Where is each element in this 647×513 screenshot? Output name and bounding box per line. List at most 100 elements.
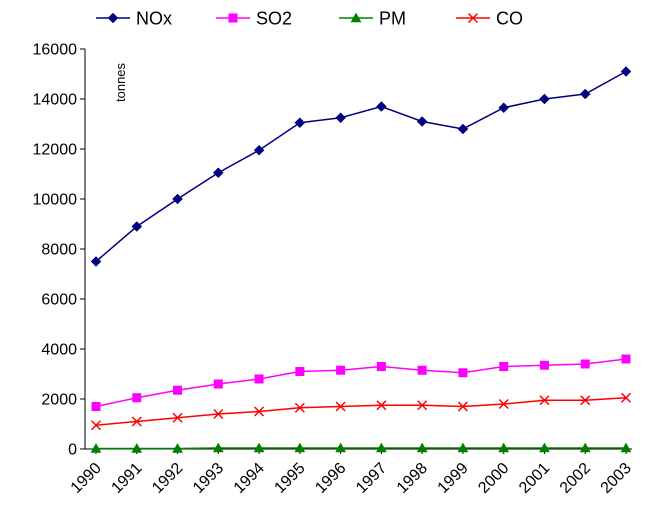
data-point-pm bbox=[294, 442, 306, 453]
x-tick-label: 1996 bbox=[312, 460, 349, 497]
data-point-pm bbox=[539, 442, 550, 453]
data-point-pm bbox=[375, 442, 387, 453]
y-tick-label: 16000 bbox=[33, 42, 78, 59]
x-marker-stroke bbox=[376, 400, 387, 411]
data-point-pm bbox=[212, 442, 224, 453]
x-tick-label: 1998 bbox=[394, 460, 431, 497]
data-point-pm bbox=[620, 442, 632, 453]
legend-marker-pm bbox=[350, 12, 362, 23]
x-axis: 1990 1991 1992 1993 1994 1995 1996 1997 1998 1999… bbox=[68, 448, 635, 497]
y-tick-label: 14000 bbox=[33, 92, 78, 109]
x-marker-stroke bbox=[294, 402, 305, 413]
legend-item-nox: NOx bbox=[96, 9, 172, 29]
y-tick-label: 0 bbox=[68, 442, 77, 459]
data-point-nox bbox=[539, 93, 550, 105]
y-axis: 0 2000 4000 6000 8000 10000 12000 14000 16000 bbox=[33, 42, 86, 459]
x-marker-stroke bbox=[335, 401, 346, 412]
x-tick-label: 2001 bbox=[516, 460, 553, 497]
data-point-nox bbox=[172, 193, 183, 205]
data-point-co bbox=[90, 420, 102, 431]
y-tick-label: 8000 bbox=[41, 242, 77, 259]
data-point-so2 bbox=[458, 368, 468, 378]
data-point-pm bbox=[335, 442, 347, 453]
x-tick-label: 2000 bbox=[475, 460, 512, 497]
x-tick-label: 1992 bbox=[149, 460, 186, 497]
data-point-co bbox=[294, 402, 305, 413]
series-co bbox=[90, 392, 632, 431]
data-point-so2 bbox=[499, 362, 509, 371]
data-point-pm bbox=[172, 442, 183, 453]
data-point-nox bbox=[212, 167, 224, 179]
data-point-co bbox=[131, 416, 142, 427]
data-point-pm bbox=[579, 442, 591, 453]
data-point-so2 bbox=[417, 365, 427, 375]
data-point-so2 bbox=[376, 362, 386, 371]
data-point-so2 bbox=[580, 359, 590, 369]
data-point-so2 bbox=[254, 374, 264, 384]
data-point-so2 bbox=[173, 385, 183, 395]
x-marker-stroke bbox=[172, 412, 183, 423]
series-line-so2 bbox=[95, 358, 627, 408]
y-tick-label: 12000 bbox=[33, 142, 78, 159]
data-point-co bbox=[498, 398, 509, 410]
x-tick-label: 1993 bbox=[190, 460, 227, 497]
data-point-nox bbox=[620, 66, 632, 77]
y-tick-label: 6000 bbox=[41, 292, 77, 309]
data-point-nox bbox=[90, 256, 102, 267]
data-point-nox bbox=[457, 123, 469, 135]
data-point-pm bbox=[90, 442, 102, 453]
data-point-so2 bbox=[91, 402, 101, 411]
data-point-nox bbox=[253, 144, 265, 156]
data-point-co bbox=[254, 406, 265, 417]
data-point-nox bbox=[335, 112, 346, 124]
data-point-so2 bbox=[539, 360, 549, 370]
series-line-co bbox=[95, 397, 627, 426]
unit-label: tonnes bbox=[113, 62, 128, 102]
data-point-pm bbox=[498, 442, 510, 453]
x-marker-stroke bbox=[131, 416, 142, 427]
data-point-so2 bbox=[132, 393, 142, 403]
x-tick-label: 1997 bbox=[353, 460, 390, 497]
data-point-co bbox=[580, 395, 591, 406]
x-marker-stroke bbox=[90, 420, 102, 431]
legend-label-co: CO bbox=[496, 9, 523, 29]
x-tick-label: 1999 bbox=[435, 460, 472, 497]
x-marker-stroke bbox=[580, 395, 591, 406]
data-point-co bbox=[213, 408, 224, 420]
data-point-so2 bbox=[336, 365, 346, 375]
data-point-co bbox=[620, 392, 632, 403]
x-marker-stroke bbox=[417, 400, 428, 411]
x-marker-stroke bbox=[254, 406, 265, 417]
x-tick-label: 1991 bbox=[108, 460, 145, 497]
series-line-pm bbox=[96, 447, 626, 450]
legend-label-nox: NOx bbox=[136, 9, 172, 29]
data-point-co bbox=[539, 395, 550, 406]
data-point-co bbox=[457, 401, 468, 412]
data-point-co bbox=[172, 412, 183, 423]
data-point-co bbox=[376, 400, 387, 411]
legend: NOx SO2 PM CO bbox=[96, 9, 523, 29]
y-tick-label: 10000 bbox=[33, 192, 78, 209]
legend-marker-nox bbox=[107, 12, 119, 24]
data-point-so2 bbox=[213, 379, 223, 389]
x-tick-label: 1994 bbox=[231, 460, 268, 497]
data-point-nox bbox=[416, 116, 428, 127]
legend-marker-so2 bbox=[228, 13, 238, 23]
x-tick-label: 1995 bbox=[271, 460, 308, 497]
y-tick-label: 2000 bbox=[41, 392, 77, 409]
series-layer bbox=[90, 66, 632, 453]
legend-marker-co bbox=[467, 12, 479, 24]
data-point-pm bbox=[457, 442, 469, 453]
data-point-nox bbox=[579, 88, 591, 100]
data-point-nox bbox=[498, 102, 510, 114]
x-tick-label: 1990 bbox=[68, 460, 105, 497]
series-line-nox bbox=[95, 70, 627, 263]
x-marker-stroke bbox=[539, 395, 550, 406]
x-tick-label: 2002 bbox=[557, 460, 594, 497]
x-marker-stroke bbox=[498, 398, 509, 410]
data-point-nox bbox=[294, 117, 306, 129]
data-point-nox bbox=[376, 101, 387, 112]
x-marker-stroke bbox=[467, 12, 479, 24]
